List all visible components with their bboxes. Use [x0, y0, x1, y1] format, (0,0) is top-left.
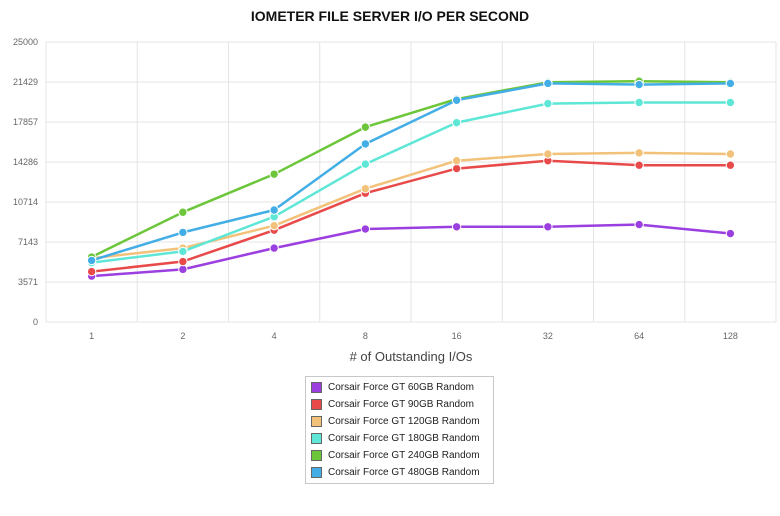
series-lines [91, 79, 731, 278]
data-point [634, 79, 644, 90]
data-point [725, 149, 736, 159]
x-tick-label: 32 [543, 331, 553, 341]
y-tick-label: 14286 [13, 157, 38, 167]
series-line-1 [91, 159, 731, 273]
y-tick-label: 21429 [13, 77, 38, 87]
chart-title: IOMETER FILE SERVER I/O PER SECOND [250, 8, 530, 24]
data-point [269, 205, 279, 215]
y-tick-label: 7143 [18, 237, 38, 247]
data-point [178, 227, 188, 238]
data-point [543, 149, 553, 159]
x-tick-label: 8 [363, 331, 368, 341]
y-tick-label: 10714 [13, 197, 38, 207]
x-tick-label: 64 [634, 331, 644, 341]
data-point [451, 156, 462, 166]
legend-label: Corsair Force GT 240GB Random [328, 450, 480, 461]
data-point [634, 160, 644, 170]
x-tick-label: 2 [180, 331, 185, 341]
data-point [451, 95, 462, 105]
legend-item: Corsair Force GT 60GB Random [306, 379, 493, 396]
data-point [543, 222, 553, 232]
x-axis-ticks: 1 2 4 8 16 32 64 128 [89, 331, 738, 341]
legend-swatch [311, 467, 322, 478]
legend-label: Corsair Force GT 180GB Random [328, 433, 480, 444]
legend-item: Corsair Force GT 120GB Random [306, 413, 493, 430]
data-point [360, 139, 371, 149]
legend-item: Corsair Force GT 180GB Random [306, 430, 493, 447]
data-point [543, 78, 553, 89]
legend-label: Corsair Force GT 480GB Random [328, 467, 480, 478]
data-point [360, 159, 371, 169]
x-tick-label: 128 [723, 331, 738, 341]
data-point [725, 160, 736, 170]
data-point [178, 256, 188, 267]
x-axis-label: # of Outstanding I/Os [350, 349, 473, 364]
grid-lines [45, 41, 777, 323]
series-points [86, 76, 736, 281]
legend-swatch [311, 399, 322, 410]
data-point [725, 78, 736, 89]
data-point [543, 98, 553, 109]
data-point [360, 122, 371, 132]
legend-item: Corsair Force GT 240GB Random [306, 447, 493, 464]
data-point [178, 246, 188, 257]
data-point [360, 184, 371, 194]
data-point [178, 264, 188, 275]
legend: Corsair Force GT 60GB Random Corsair Forc… [305, 376, 494, 484]
data-point [269, 243, 279, 253]
legend-label: Corsair Force GT 120GB Random [328, 416, 480, 427]
data-point [725, 97, 736, 108]
data-point [451, 222, 462, 232]
legend-label: Corsair Force GT 60GB Random [328, 382, 474, 393]
legend-swatch [311, 416, 322, 427]
series-line-5 [91, 82, 731, 262]
x-tick-label: 1 [89, 331, 94, 341]
data-point [451, 117, 462, 128]
legend-item: Corsair Force GT 90GB Random [306, 396, 493, 413]
series-line-3 [91, 101, 731, 264]
legend-swatch [311, 382, 322, 393]
data-point [178, 207, 188, 217]
legend-label: Corsair Force GT 90GB Random [328, 399, 474, 410]
data-point [269, 220, 279, 231]
legend-swatch [311, 433, 322, 444]
y-tick-label: 25000 [13, 37, 38, 47]
legend-item: Corsair Force GT 480GB Random [306, 464, 493, 481]
series-line-0 [91, 223, 731, 278]
series-line-4 [91, 79, 731, 259]
y-tick-label: 17857 [13, 117, 38, 127]
y-tick-label: 0 [33, 317, 38, 327]
data-point [634, 148, 644, 158]
data-point [86, 266, 97, 277]
y-tick-label: 3571 [18, 277, 38, 287]
legend-swatch [311, 450, 322, 461]
data-point [634, 97, 644, 108]
x-tick-label: 4 [272, 331, 277, 341]
x-tick-label: 16 [452, 331, 462, 341]
data-point [634, 219, 644, 230]
data-point [86, 255, 97, 266]
data-point [725, 228, 736, 239]
data-point [451, 163, 462, 174]
data-point [269, 169, 279, 179]
data-point [360, 224, 371, 234]
y-axis-ticks: 0 3571 7143 10714 14286 17857 21429 25000 [13, 37, 38, 327]
